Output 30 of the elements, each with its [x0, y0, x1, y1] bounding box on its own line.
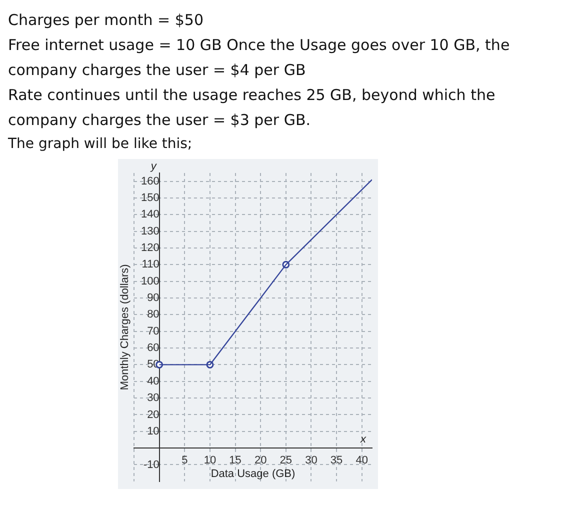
x-tick-label: 15	[229, 454, 242, 467]
y-tick-label: 160	[140, 175, 160, 188]
annotation: x	[360, 434, 366, 446]
x-tick-label: 25	[280, 454, 292, 467]
chart-subtitle: The graph will be like this;	[8, 135, 194, 154]
y-tick-label: 30	[147, 392, 160, 404]
x-tick-label: 40	[356, 454, 368, 467]
y-tick-label: 20	[147, 408, 160, 421]
x-axis-title: Data Usage (GB)	[210, 468, 296, 480]
y-tick-label: 150	[140, 192, 160, 204]
y-tick-label: 40	[147, 375, 160, 388]
x-tick-label: 30	[305, 454, 318, 467]
y-tick-label: 100	[140, 275, 160, 288]
x-tick-label: 20	[254, 454, 267, 467]
y-axis-title: Monthly Charges (dollars)	[119, 264, 132, 390]
x-tick-label: 5	[182, 454, 188, 467]
chart-title: Charges per month = $50 Free internet usage = 10 GB Once the Usage goes over 10 GB, the company charges the user = $4 per GB Rate continues until the usage reaches 25 GB, beyond which the company charges the user = $3 per GB.	[8, 10, 511, 131]
x-tick-label: 35	[330, 454, 343, 467]
y-tick-label: 90	[147, 292, 160, 304]
y-tick-label: 70	[147, 325, 160, 338]
y-tick-label: 10	[147, 425, 160, 438]
y-tick-label: 130	[140, 225, 160, 238]
x-tick-label: 10	[204, 454, 216, 467]
y-tick-label: 140	[140, 208, 160, 221]
y-tick-label: 120	[140, 242, 160, 254]
y-tick-label: -10	[143, 458, 160, 471]
y-tick-label: 80	[147, 308, 160, 321]
y-tick-label: 110	[142, 258, 160, 271]
text: y	[150, 160, 158, 173]
y-tick-label: 60	[147, 342, 160, 354]
